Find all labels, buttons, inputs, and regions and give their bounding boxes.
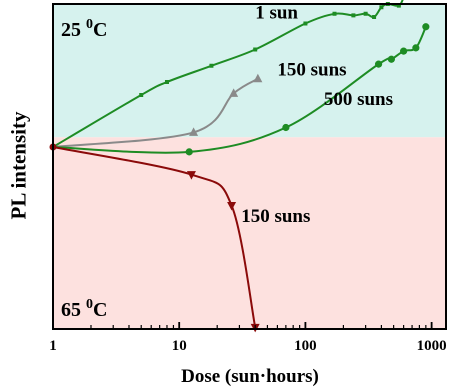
- data-point-triangle-up: [229, 88, 239, 97]
- data-point-triangle-up: [189, 127, 199, 136]
- data-point-square: [363, 11, 368, 16]
- data-point-circle: [400, 47, 408, 55]
- data-point-triangle-down: [227, 202, 237, 211]
- x-tick-label: 1000: [417, 338, 447, 354]
- y-axis-label-wrap: PL intensity: [2, 0, 36, 330]
- x-tick-label: 10: [172, 338, 187, 354]
- plot-frame: [52, 3, 447, 330]
- data-point-square: [332, 11, 337, 16]
- x-axis-label: Dose (sun·hours): [181, 366, 319, 387]
- data-point-square: [253, 47, 258, 52]
- data-point-circle: [374, 60, 383, 68]
- region-warm-background: [53, 4, 446, 138]
- data-point-circle: [185, 148, 193, 156]
- data-point-triangle-down: [186, 171, 196, 180]
- data-point-square: [209, 63, 214, 68]
- x-tick-label: 100: [294, 338, 317, 354]
- temperature-regions: [53, 4, 446, 329]
- data-point-square: [379, 5, 384, 10]
- data-point-square: [351, 13, 356, 18]
- series-line-3: [52, 146, 257, 328]
- x-axis-ticks: 1 10 100 1000: [49, 322, 447, 354]
- data-point-square: [139, 93, 144, 97]
- data-point-square: [164, 80, 169, 84]
- series-annotation: 150 suns: [277, 60, 346, 81]
- x-tick-label: 1: [49, 338, 57, 354]
- y-axis-label: PL intensity: [6, 111, 31, 219]
- series-annotation: 150 suns: [241, 206, 310, 227]
- data-point-square: [396, 3, 401, 8]
- region-label: 25 0C: [61, 17, 107, 41]
- series-line-1: [52, 77, 259, 148]
- data-point-circle: [422, 23, 430, 31]
- data-point-square: [372, 15, 377, 19]
- data-point-circle: [412, 44, 420, 52]
- data-point-circle: [282, 123, 290, 132]
- data-point-triangle-up: [253, 73, 263, 83]
- data-point-square: [303, 21, 308, 26]
- series-annotation: 500 suns: [324, 89, 393, 110]
- region-label: 65 0C: [61, 297, 107, 321]
- series-annotation: 1 sun: [255, 3, 298, 24]
- annotations: 25 0C 65 0C 1 sun 150 suns 500 suns 150 suns: [61, 3, 393, 321]
- region-hot-background: [53, 137, 446, 329]
- data-point-circle: [387, 55, 395, 63]
